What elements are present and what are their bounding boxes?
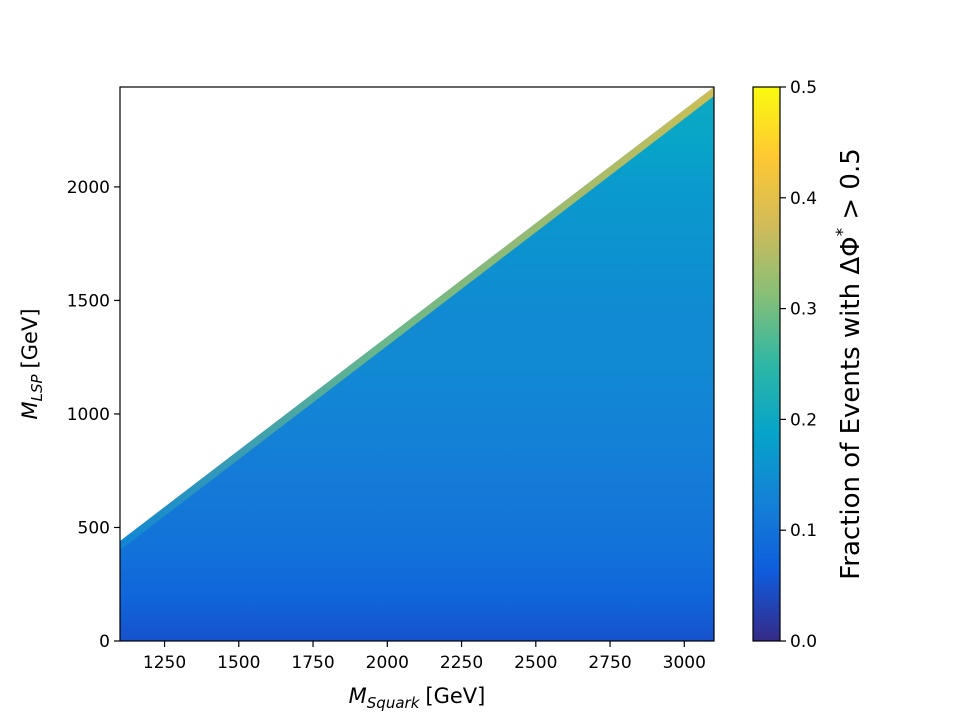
- y-axis: 0 500 1000 1500 2000: [67, 178, 120, 652]
- y-tick-label: 1500: [67, 291, 110, 311]
- valid-region-fill: [120, 87, 714, 641]
- x-tick-label: 3000: [663, 653, 706, 673]
- colorbar-tick-label: 0.0: [790, 632, 817, 652]
- colorbar-tick-label: 0.5: [790, 78, 817, 98]
- y-tick-label: 500: [78, 518, 110, 538]
- heatmap-area: [120, 87, 714, 641]
- y-axis-title: MLSP[GeV]: [18, 308, 46, 419]
- x-tick-label: 2750: [588, 653, 631, 673]
- diagonal-edge-highlight: [120, 87, 714, 551]
- x-axis-title: MSquark [GeV]: [349, 684, 486, 712]
- colorbar-tick-label: 0.2: [790, 410, 817, 430]
- y-tick-label: 0: [99, 632, 110, 652]
- plot-frame: [119, 86, 715, 642]
- y-tick-label: 1000: [67, 405, 110, 425]
- colorbar-title: Fraction of Events with ΔΦ* > 0.5: [833, 148, 866, 580]
- x-tick-label: 2500: [514, 653, 557, 673]
- x-tick-label: 2250: [440, 653, 483, 673]
- colorbar-tick-label: 0.3: [790, 300, 817, 320]
- x-tick-label: 2000: [366, 653, 409, 673]
- colorbar-strip: [752, 86, 781, 642]
- y-tick-label: 2000: [67, 178, 110, 198]
- x-tick-label: 1250: [143, 653, 186, 673]
- x-tick-label: 1750: [291, 653, 334, 673]
- colorbar-tick-label: 0.1: [790, 521, 817, 541]
- x-axis: 1250 1500 1750 2000 2250 2500 2750 3000: [143, 641, 706, 673]
- colorbar-tick-label: 0.4: [790, 189, 817, 209]
- colorbar-ticks: 0.0 0.1 0.2 0.3 0.4 0.5: [780, 78, 817, 652]
- x-tick-label: 1500: [217, 653, 260, 673]
- colorbar: 0.0 0.1 0.2 0.3 0.4 0.5: [752, 78, 817, 652]
